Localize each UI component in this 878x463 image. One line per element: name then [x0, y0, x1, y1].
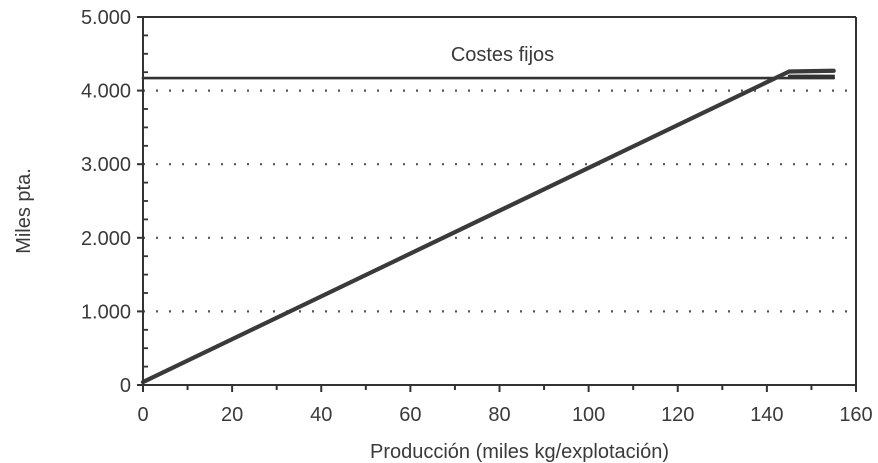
x-tick-label-1: 20 — [221, 404, 243, 426]
series-line-1 — [140, 68, 836, 385]
grid-lines — [143, 89, 856, 313]
x-tick-label-2: 40 — [310, 404, 332, 426]
y-tick-label-1: 1.000 — [81, 301, 131, 323]
x-tick-label-0: 0 — [137, 404, 148, 426]
x-tick-label-4: 80 — [488, 404, 510, 426]
x-tick-label-3: 60 — [399, 404, 421, 426]
x-tick-label-8: 160 — [839, 404, 872, 426]
series-lines — [140, 68, 836, 385]
costes-fijos-annotation: Costes fijos — [451, 44, 554, 66]
x-tick-label-7: 140 — [750, 404, 783, 426]
y-tick-label-3: 3.000 — [81, 154, 131, 176]
y-axis-title: Miles pta. — [13, 168, 35, 254]
y-tick-label-5: 5.000 — [81, 7, 131, 29]
y-tick-label-2: 2.000 — [81, 228, 131, 250]
x-tick-label-5: 100 — [572, 404, 605, 426]
ticks — [137, 16, 857, 392]
x-axis-title: Producción (miles kg/explotación) — [370, 441, 669, 463]
y-tick-label-0: 0 — [120, 375, 131, 397]
x-tick-label-6: 120 — [661, 404, 694, 426]
y-tick-label-4: 4.000 — [81, 81, 131, 103]
tick-labels: 0 20 40 60 80 100 120 140 160 0 1.000 2.000 3.000 4.0… — [81, 7, 873, 426]
